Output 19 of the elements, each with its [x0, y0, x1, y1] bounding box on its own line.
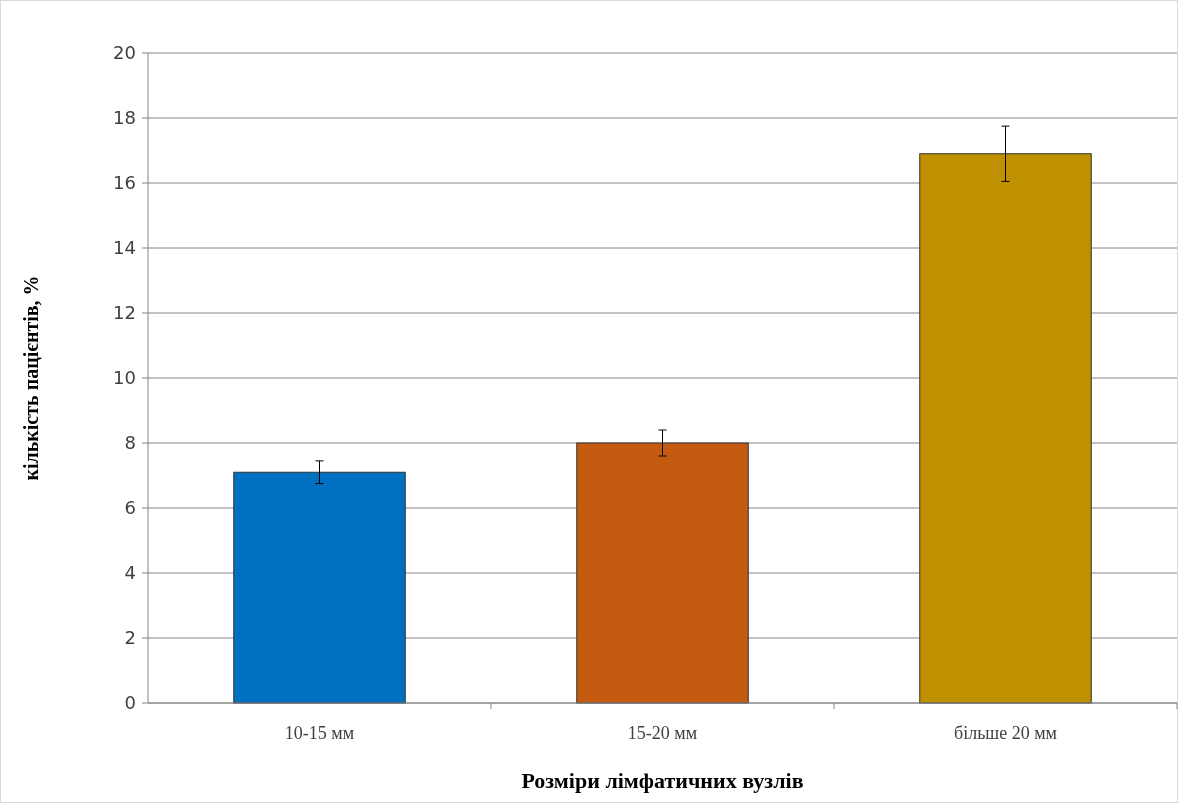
x-tick-label: 10-15 мм	[284, 723, 355, 743]
y-tick-label: 16	[113, 172, 136, 194]
y-tick-label: 6	[124, 497, 136, 519]
y-tick-label: 0	[124, 692, 136, 714]
bar	[919, 153, 1092, 704]
y-tick-label: 14	[113, 237, 136, 259]
y-axis-title: кількість пацієнтів, %	[20, 275, 42, 481]
y-tick-label: 20	[113, 42, 136, 64]
y-tick-label: 18	[113, 107, 136, 129]
y-tick-label: 8	[124, 432, 136, 454]
y-tick-label: 12	[113, 302, 136, 324]
x-tick-label: більше 20 мм	[954, 723, 1057, 743]
y-tick-label: 10	[113, 367, 136, 389]
x-axis-title: Розміри лімфатичних вузлів	[521, 768, 804, 793]
bar	[576, 442, 749, 704]
x-tick-label: 15-20 мм	[627, 723, 698, 743]
y-tick-label: 2	[124, 627, 136, 649]
bar	[233, 471, 406, 704]
y-tick-label: 4	[124, 562, 136, 584]
